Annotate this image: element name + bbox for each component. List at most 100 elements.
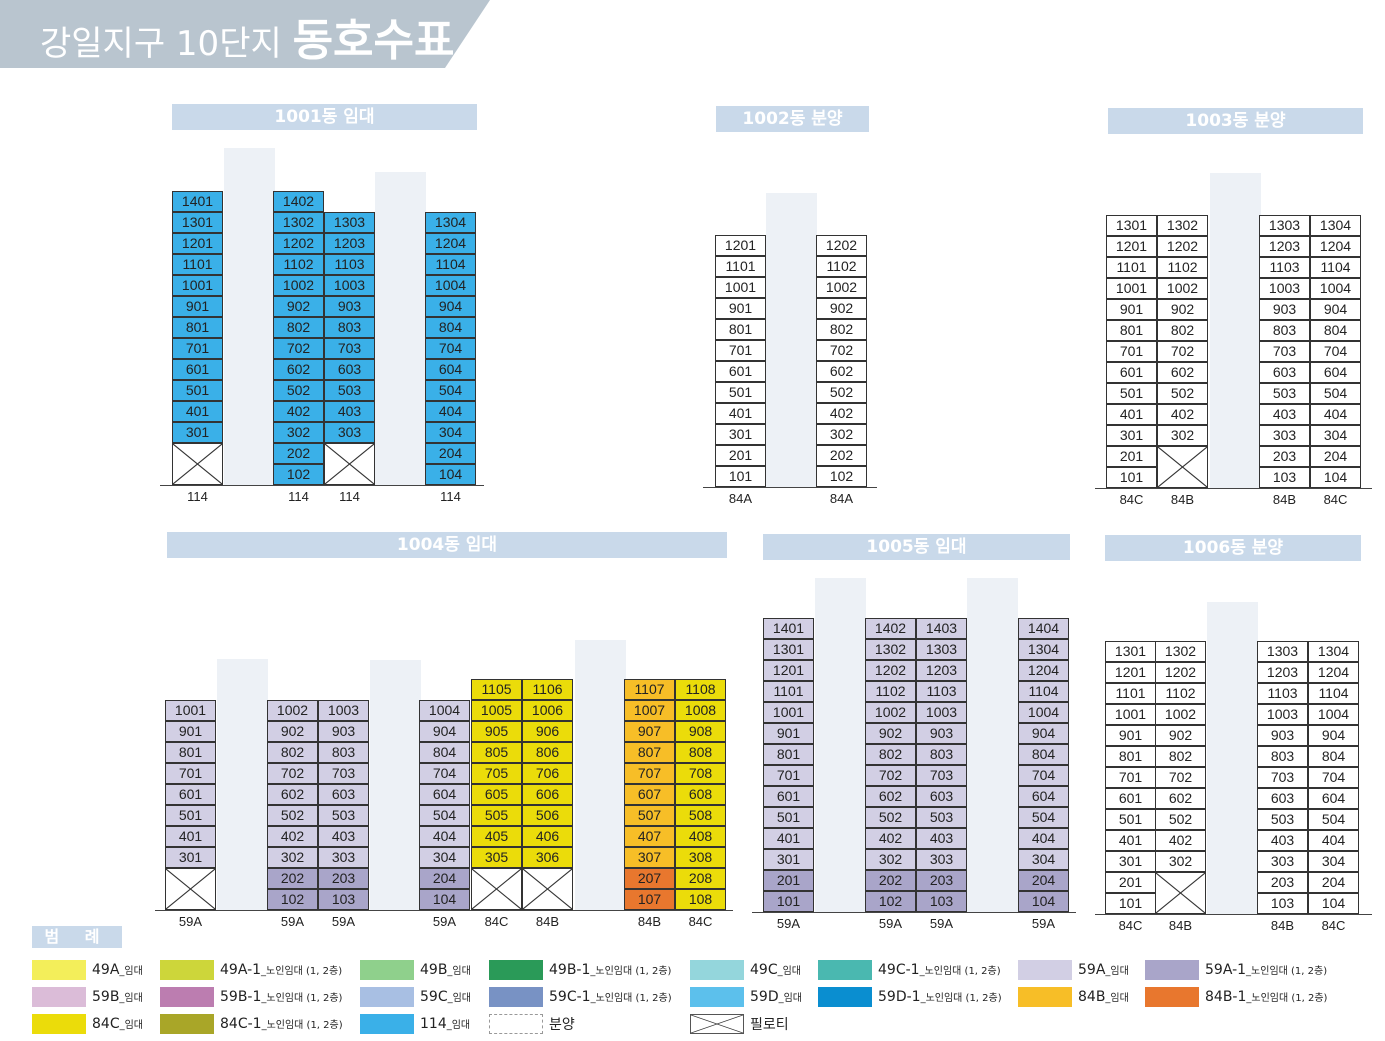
unit-type-label: 84C: [484, 914, 509, 929]
unit-cell: 1304: [1310, 215, 1361, 236]
unit-cell: 402: [273, 401, 324, 422]
legend-label: 49A-1_노인임대 (1, 2층): [220, 962, 342, 978]
unit-cell: 503: [1257, 809, 1308, 830]
unit-cell: 102: [267, 889, 318, 910]
unit-cell: 902: [273, 296, 324, 317]
unit-cell: 904: [1308, 725, 1359, 746]
unit-cell: 802: [267, 742, 318, 763]
unit-cell: 1103: [324, 254, 375, 275]
unit-cell: 804: [1018, 744, 1069, 765]
unit-cell: 1003: [318, 700, 369, 721]
unit-cell: 503: [324, 380, 375, 401]
unit-cell: 501: [1105, 809, 1156, 830]
unit-cell: 801: [172, 317, 223, 338]
legend-swatch: [818, 987, 872, 1007]
unit-cell: 1005: [471, 700, 522, 721]
header-banner: 강일지구 10단지 동호수표: [0, 0, 490, 68]
stair-core-1005: [967, 578, 1018, 912]
unit-type-label: 84C: [1321, 918, 1346, 933]
unit-cell: 1202: [816, 235, 867, 256]
legend-swatch: [1018, 987, 1072, 1007]
unit-cell: 1103: [916, 681, 967, 702]
unit-cell: 1303: [916, 639, 967, 660]
unit-cell: 202: [816, 445, 867, 466]
unit-cell: 1007: [624, 700, 675, 721]
unit-cell: 308: [675, 847, 726, 868]
unit-cell: 701: [1105, 767, 1156, 788]
unit-cell: 504: [1308, 809, 1359, 830]
unit-cell: 904: [425, 296, 476, 317]
legend-type: 59C: [420, 989, 448, 1005]
unit-cell: 1201: [715, 235, 766, 256]
unit-cell: 604: [419, 784, 470, 805]
legend-swatch: [690, 1014, 744, 1034]
unit-cell: 706: [522, 763, 573, 784]
unit-cell: 302: [273, 422, 324, 443]
legend-swatch: [360, 987, 414, 1007]
legend-swatch: [690, 960, 744, 980]
pilotis: [165, 868, 216, 910]
unit-cell: 903: [1257, 725, 1308, 746]
unit-cell: 704: [1308, 767, 1359, 788]
unit-cell: 701: [715, 340, 766, 361]
unit-cell: 901: [1106, 299, 1157, 320]
legend-type: 59B: [92, 989, 120, 1005]
unit-type-label: 59A: [432, 914, 457, 929]
legend-label: 59B-1_노인임대 (1, 2층): [220, 989, 342, 1005]
unit-cell: 503: [318, 805, 369, 826]
unit-cell: 908: [675, 721, 726, 742]
legend-subtext: _노인임대 (1, 2층): [1246, 966, 1328, 977]
unit-cell: 304: [1018, 849, 1069, 870]
unit-cell: 901: [763, 723, 814, 744]
unit-cell: 803: [1259, 320, 1310, 341]
legend-type: 84B: [1078, 989, 1106, 1005]
unit-cell: 401: [1106, 404, 1157, 425]
unit-cell: 403: [1259, 404, 1310, 425]
legend-subtext: _노인임대 (1, 2층): [590, 993, 672, 1004]
legend-type: 59D-1: [878, 989, 921, 1005]
unit-cell: 102: [816, 466, 867, 487]
legend-label: 84C_임대: [92, 1016, 143, 1032]
unit-cell: 101: [763, 891, 814, 912]
unit-cell: 502: [1155, 809, 1206, 830]
unit-cell: 201: [715, 445, 766, 466]
legend-item: 49B-1_노인임대 (1, 2층): [489, 959, 671, 981]
unit-cell: 1302: [273, 212, 324, 233]
unit-cell: 305: [471, 847, 522, 868]
unit-type-label: 84B: [1168, 918, 1193, 933]
unit-type-label: 84B: [1272, 492, 1297, 507]
building-title-1005: 1005동 임대: [763, 534, 1070, 560]
unit-cell: 1003: [916, 702, 967, 723]
legend-type: 49C: [750, 962, 778, 978]
unit-cell: 603: [1259, 362, 1310, 383]
unit-cell: 103: [916, 891, 967, 912]
unit-cell: 504: [425, 380, 476, 401]
unit-cell: 404: [419, 826, 470, 847]
legend-type: 49B-1: [549, 962, 591, 978]
unit-cell: 404: [425, 401, 476, 422]
unit-cell: 502: [816, 382, 867, 403]
unit-cell: 704: [1018, 765, 1069, 786]
unit-cell: 501: [165, 805, 216, 826]
banner-shape: [0, 0, 490, 68]
unit-cell: 1102: [273, 254, 324, 275]
unit-cell: 704: [425, 338, 476, 359]
unit-cell: 1001: [715, 277, 766, 298]
unit-cell: 103: [1259, 467, 1310, 488]
unit-cell: 1302: [1157, 215, 1208, 236]
legend-item: 84B-1_노인임대 (1, 2층): [1145, 986, 1327, 1008]
unit-cell: 1201: [1105, 662, 1156, 683]
unit-cell: 903: [1259, 299, 1310, 320]
unit-cell: 902: [816, 298, 867, 319]
unit-cell: 801: [763, 744, 814, 765]
legend-subtext: _노인임대 (1, 2층): [919, 966, 1001, 977]
unit-cell: 1204: [425, 233, 476, 254]
unit-cell: 905: [471, 721, 522, 742]
pilotis: [172, 443, 223, 485]
unit-cell: 603: [1257, 788, 1308, 809]
title-prefix: 강일지구 10단지: [40, 24, 293, 64]
unit-cell: 902: [1157, 299, 1208, 320]
legend-subtext: _임대: [778, 993, 803, 1004]
unit-cell: 802: [865, 744, 916, 765]
unit-cell: 702: [273, 338, 324, 359]
